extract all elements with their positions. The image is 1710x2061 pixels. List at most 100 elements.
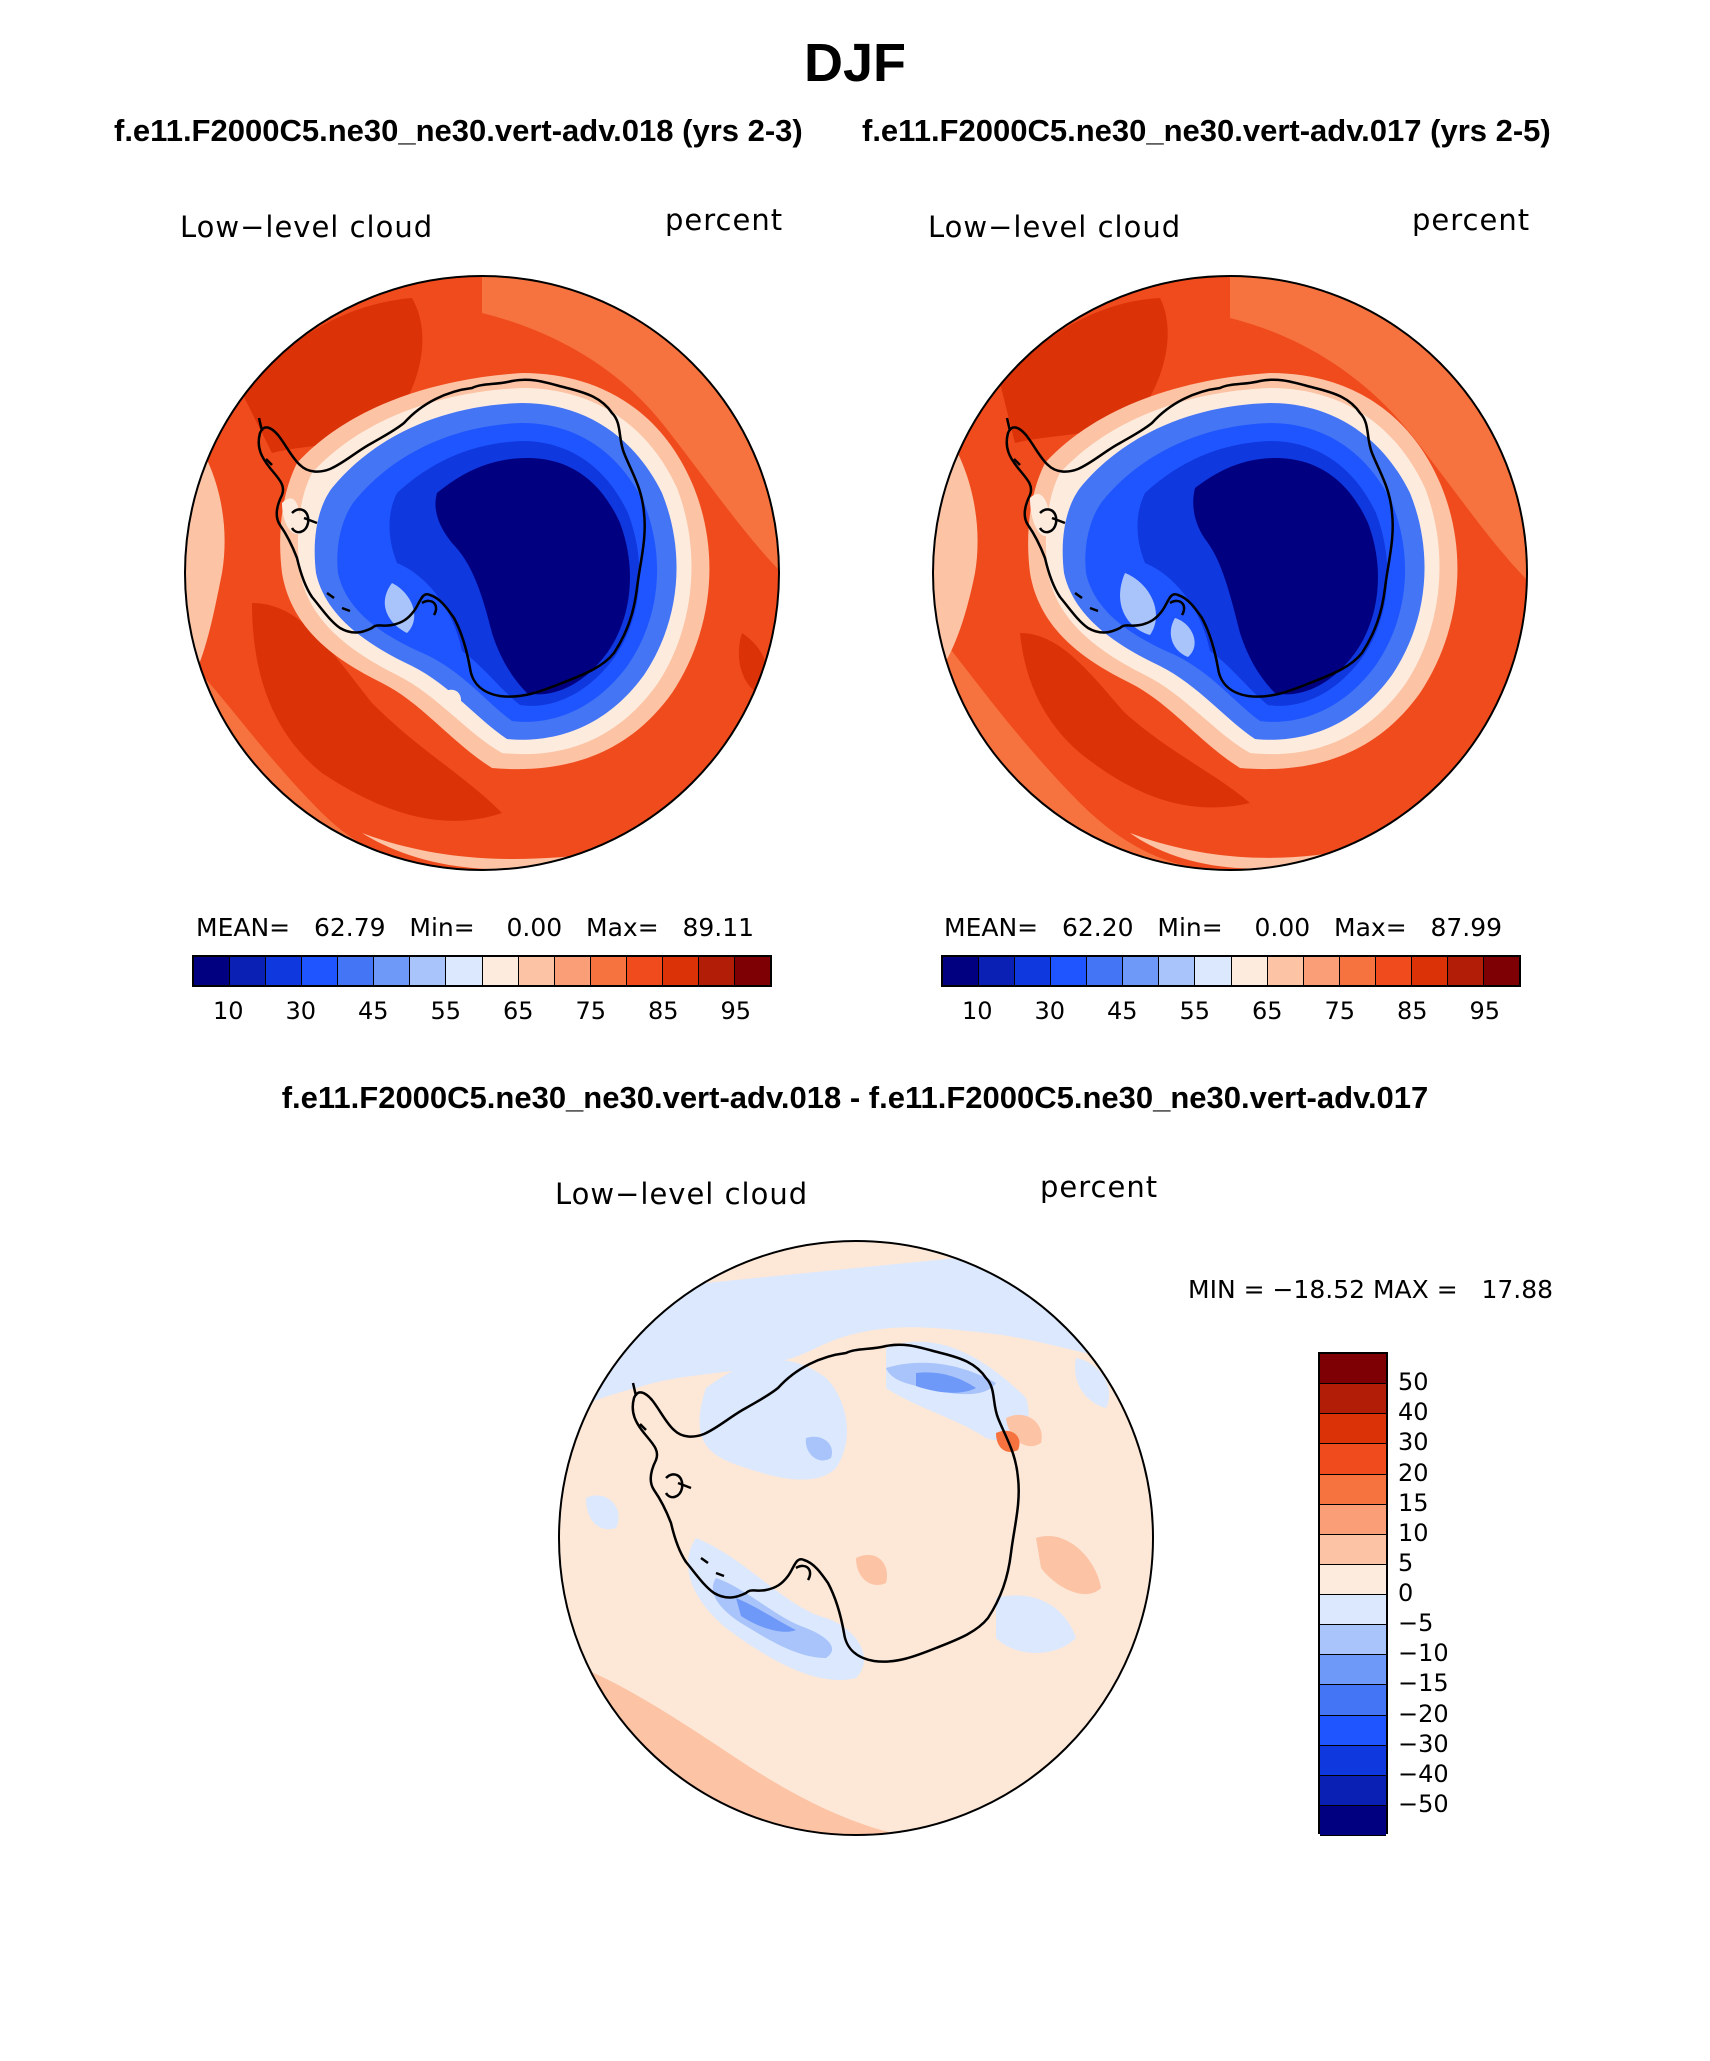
colorbar-swatch	[590, 957, 627, 985]
colorbar-swatch	[194, 957, 231, 985]
colorbar-swatch	[1320, 1384, 1386, 1415]
ice-core-region	[435, 458, 630, 695]
colorbar-swatch	[1320, 1354, 1386, 1385]
colorbar-tick-label: 95	[1469, 997, 1501, 1025]
colorbar-tick-label: −20	[1398, 1699, 1449, 1728]
red-light-region	[856, 1554, 887, 1586]
mean-value: 62.79	[313, 913, 386, 942]
colorbar-tick-label: −40	[1398, 1759, 1449, 1788]
colorbar-difference	[1318, 1352, 1388, 1836]
red-light-region	[1036, 1536, 1101, 1595]
panel-diff-units-label: percent	[1040, 1170, 1159, 1204]
colorbar-swatch	[1123, 957, 1160, 985]
colorbar-tick-label: −15	[1398, 1669, 1449, 1698]
colorbar-tick-label: 45	[1106, 997, 1138, 1025]
colorbar-swatch	[626, 957, 663, 985]
colorbar-tick-label: −50	[1398, 1789, 1449, 1818]
colorbar-tick-label: 85	[647, 997, 679, 1025]
colorbar-swatch	[943, 957, 980, 985]
blue-light-region	[586, 1495, 619, 1530]
colorbar-tick-label: 30	[285, 997, 317, 1025]
colorbar-tick-label: 30	[1398, 1428, 1429, 1457]
map-left-antarctic-cloud	[184, 275, 780, 871]
ice-light-region	[1120, 573, 1156, 635]
max-value: 89.11	[682, 913, 755, 942]
ocean-dark-region	[1020, 633, 1250, 808]
colorbar-swatch	[338, 957, 375, 985]
max-label: Max=	[1334, 913, 1407, 942]
ocean-dark-region	[252, 603, 502, 821]
colorbar-swatch	[1015, 957, 1052, 985]
colorbar-swatch	[1320, 1625, 1386, 1656]
blue-strong-region	[916, 1372, 976, 1393]
ring-pale-region	[1130, 833, 1360, 869]
colorbar-swatch	[446, 957, 483, 985]
colorbar-swatch	[1320, 1474, 1386, 1505]
colorbar-tick-label: 50	[1398, 1368, 1429, 1397]
blue-mid-region	[805, 1436, 832, 1461]
blue-light-region	[559, 1241, 1153, 1418]
ice-core-region	[1193, 458, 1378, 695]
panel-left-units-label: percent	[665, 203, 784, 237]
colorbar-swatch	[1320, 1534, 1386, 1565]
colorbar-tick-label: 65	[1251, 997, 1283, 1025]
mean-value: 62.20	[1061, 913, 1134, 942]
colorbar-swatch	[1339, 957, 1376, 985]
panel-right-units-label: percent	[1412, 203, 1531, 237]
colorbar-swatch	[518, 957, 555, 985]
panel-left-stats: MEAN= 62.79 Min= 0.00 Max= 89.11	[196, 913, 754, 942]
colorbar-swatch	[979, 957, 1016, 985]
colorbar-swatch	[698, 957, 735, 985]
colorbar-tick-label: −10	[1398, 1639, 1449, 1668]
mean-label: MEAN=	[944, 913, 1039, 942]
colorbar-left	[192, 955, 772, 987]
colorbar-tick-label: 55	[430, 997, 462, 1025]
colorbar-swatch	[1051, 957, 1088, 985]
colorbar-tick-label: 45	[357, 997, 389, 1025]
ring-white-region	[282, 498, 301, 534]
panel-left-variable-label: Low−level cloud	[180, 210, 434, 244]
colorbar-swatch	[1375, 957, 1412, 985]
colorbar-swatch	[1320, 1775, 1386, 1806]
colorbar-tick-label: 65	[502, 997, 534, 1025]
min-label: Min=	[409, 913, 475, 942]
colorbar-swatch	[1320, 1564, 1386, 1595]
min-label: Min=	[1157, 913, 1223, 942]
colorbar-swatch	[1320, 1655, 1386, 1686]
colorbar-swatch	[1159, 957, 1196, 985]
colorbar-swatch	[410, 957, 447, 985]
colorbar-tick-label: 10	[212, 997, 244, 1025]
colorbar-tick-label: −30	[1398, 1729, 1449, 1758]
ice-light-region	[1170, 618, 1195, 657]
coastline	[631, 1382, 812, 1581]
colorbar-swatch	[1320, 1595, 1386, 1626]
colorbar-swatch	[1231, 957, 1268, 985]
colorbar-swatch	[1483, 957, 1519, 985]
max-label: Max=	[586, 913, 659, 942]
colorbar-right	[941, 955, 1521, 987]
main-title: DJF	[803, 33, 906, 93]
colorbar-swatch	[302, 957, 339, 985]
max-value: 87.99	[1430, 913, 1503, 942]
colorbar-tick-label: 40	[1398, 1398, 1429, 1427]
colorbar-swatch	[1267, 957, 1304, 985]
map-difference-antarctic-cloud	[558, 1240, 1154, 1836]
colorbar-swatch	[1303, 957, 1340, 985]
colorbar-swatch	[1320, 1414, 1386, 1445]
colorbar-swatch	[734, 957, 770, 985]
colorbar-swatch	[1087, 957, 1124, 985]
blue-light-region	[996, 1595, 1076, 1653]
colorbar-tick-label: 0	[1398, 1579, 1414, 1607]
panel-left-subtitle: f.e11.F2000C5.ne30_ne30.vert-adv.018 (yr…	[114, 113, 803, 148]
colorbar-swatch	[230, 957, 267, 985]
ring-white-region	[440, 689, 462, 712]
colorbar-tick-label: 85	[1396, 997, 1428, 1025]
colorbar-tick-label: 75	[575, 997, 607, 1025]
colorbar-swatch	[662, 957, 699, 985]
colorbar-swatch	[1320, 1745, 1386, 1776]
ring-white-region	[1030, 493, 1051, 537]
min-value: 0.00	[506, 913, 563, 942]
panel-right-stats: MEAN= 62.20 Min= 0.00 Max= 87.99	[944, 913, 1502, 942]
colorbar-tick-label: 5	[1398, 1548, 1414, 1577]
colorbar-tick-label: 30	[1034, 997, 1066, 1025]
